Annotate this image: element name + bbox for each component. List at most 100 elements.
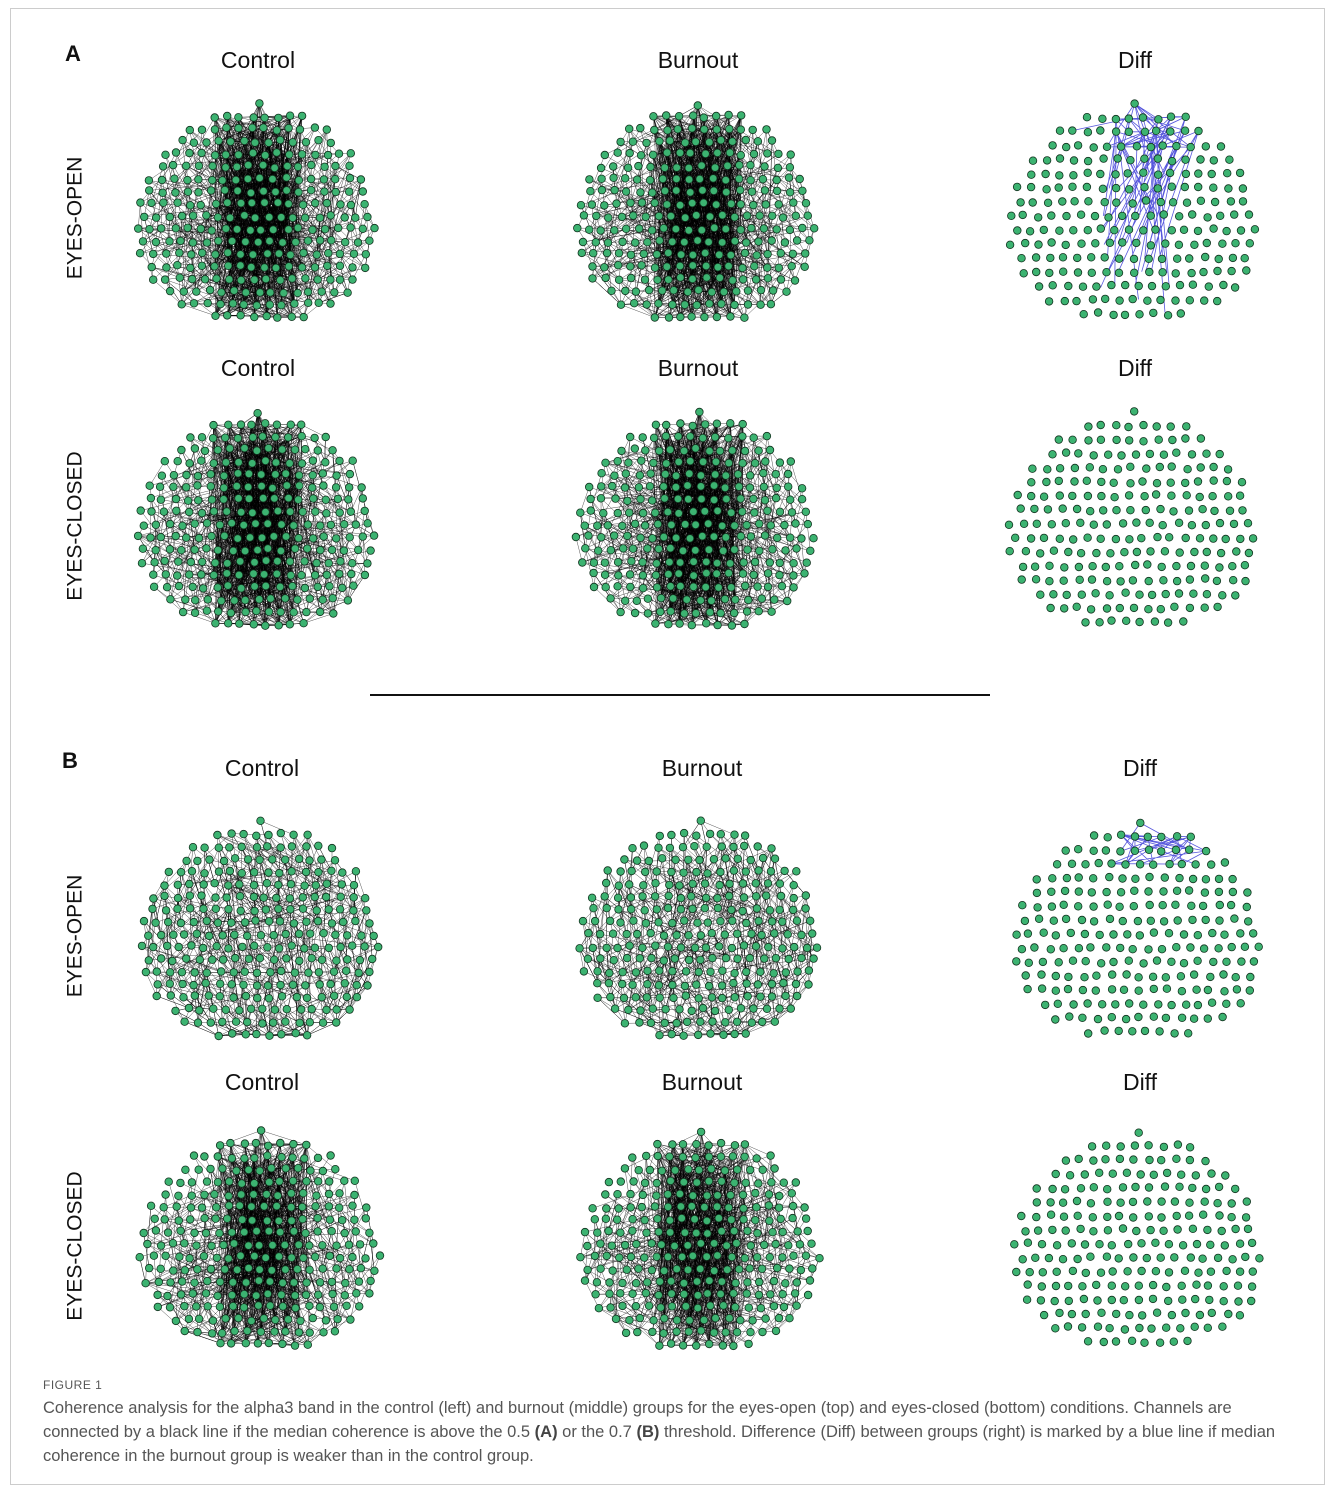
node bbox=[207, 1019, 215, 1027]
node bbox=[152, 521, 160, 529]
network bbox=[577, 1128, 824, 1350]
node bbox=[686, 535, 694, 543]
node bbox=[1055, 959, 1063, 967]
node bbox=[166, 520, 174, 528]
node bbox=[802, 905, 810, 913]
node bbox=[309, 535, 317, 543]
node bbox=[289, 1177, 297, 1185]
node bbox=[184, 188, 192, 196]
node bbox=[294, 289, 302, 297]
node bbox=[1162, 974, 1170, 982]
node bbox=[764, 275, 772, 283]
node bbox=[1052, 972, 1060, 980]
node bbox=[222, 151, 230, 159]
node bbox=[677, 420, 685, 428]
node bbox=[681, 521, 689, 529]
node bbox=[297, 421, 305, 429]
node bbox=[1098, 1001, 1106, 1009]
edges bbox=[1112, 823, 1207, 865]
node bbox=[212, 312, 220, 320]
node bbox=[1141, 155, 1149, 163]
node bbox=[222, 459, 230, 467]
node bbox=[776, 508, 784, 516]
node bbox=[235, 151, 243, 159]
node bbox=[237, 1191, 245, 1199]
node bbox=[195, 162, 203, 170]
node bbox=[667, 212, 675, 220]
node bbox=[1157, 296, 1165, 304]
node bbox=[1175, 241, 1183, 249]
node bbox=[304, 288, 312, 296]
node bbox=[1224, 466, 1232, 474]
node bbox=[722, 1329, 730, 1337]
node bbox=[1189, 875, 1197, 883]
node bbox=[681, 1229, 689, 1237]
node bbox=[1251, 226, 1259, 234]
node bbox=[306, 1019, 314, 1027]
node bbox=[804, 1227, 812, 1235]
node bbox=[359, 225, 367, 233]
node bbox=[1169, 436, 1177, 444]
node bbox=[177, 1227, 185, 1235]
node bbox=[591, 917, 599, 925]
node bbox=[225, 421, 233, 429]
node bbox=[1029, 465, 1037, 473]
node bbox=[217, 968, 225, 976]
node bbox=[1018, 576, 1026, 584]
node bbox=[772, 470, 780, 478]
node bbox=[655, 1228, 663, 1236]
node bbox=[654, 1215, 662, 1223]
node bbox=[708, 929, 716, 937]
node bbox=[1112, 1001, 1120, 1009]
node bbox=[1096, 619, 1104, 627]
node bbox=[734, 855, 742, 863]
node bbox=[1186, 1156, 1194, 1164]
node bbox=[666, 1153, 674, 1161]
node bbox=[335, 150, 343, 158]
node bbox=[764, 264, 772, 272]
node bbox=[639, 893, 647, 901]
node bbox=[212, 620, 220, 628]
node bbox=[705, 1340, 713, 1348]
node bbox=[1167, 423, 1175, 431]
node bbox=[753, 1155, 761, 1163]
node bbox=[753, 905, 761, 913]
node bbox=[634, 1328, 642, 1336]
node bbox=[200, 905, 208, 913]
node bbox=[346, 470, 354, 478]
node bbox=[684, 1266, 692, 1274]
node bbox=[749, 126, 757, 134]
node bbox=[1043, 157, 1051, 165]
node bbox=[259, 1005, 267, 1013]
node bbox=[1112, 535, 1120, 543]
node bbox=[1140, 227, 1148, 235]
node bbox=[1112, 1310, 1120, 1318]
node bbox=[594, 1229, 602, 1237]
node bbox=[147, 534, 155, 542]
node bbox=[693, 1278, 701, 1286]
node bbox=[1020, 270, 1028, 278]
node bbox=[1048, 521, 1056, 529]
node bbox=[1163, 985, 1171, 993]
node bbox=[140, 1229, 148, 1237]
node bbox=[781, 521, 789, 529]
row-label: EYES-CLOSED bbox=[64, 1171, 87, 1320]
node bbox=[228, 1155, 236, 1163]
node bbox=[288, 1190, 296, 1198]
node bbox=[710, 533, 718, 541]
node bbox=[727, 313, 735, 321]
node bbox=[1202, 916, 1210, 924]
node bbox=[285, 263, 293, 271]
node bbox=[1053, 1268, 1061, 1276]
node bbox=[597, 227, 605, 235]
node bbox=[697, 1240, 705, 1248]
node bbox=[714, 1252, 722, 1260]
node bbox=[1175, 213, 1183, 221]
node bbox=[314, 276, 322, 284]
node bbox=[690, 558, 698, 566]
node bbox=[577, 201, 585, 209]
node bbox=[319, 1265, 327, 1273]
node bbox=[1120, 986, 1128, 994]
node bbox=[1042, 170, 1050, 178]
node bbox=[1023, 1296, 1031, 1304]
